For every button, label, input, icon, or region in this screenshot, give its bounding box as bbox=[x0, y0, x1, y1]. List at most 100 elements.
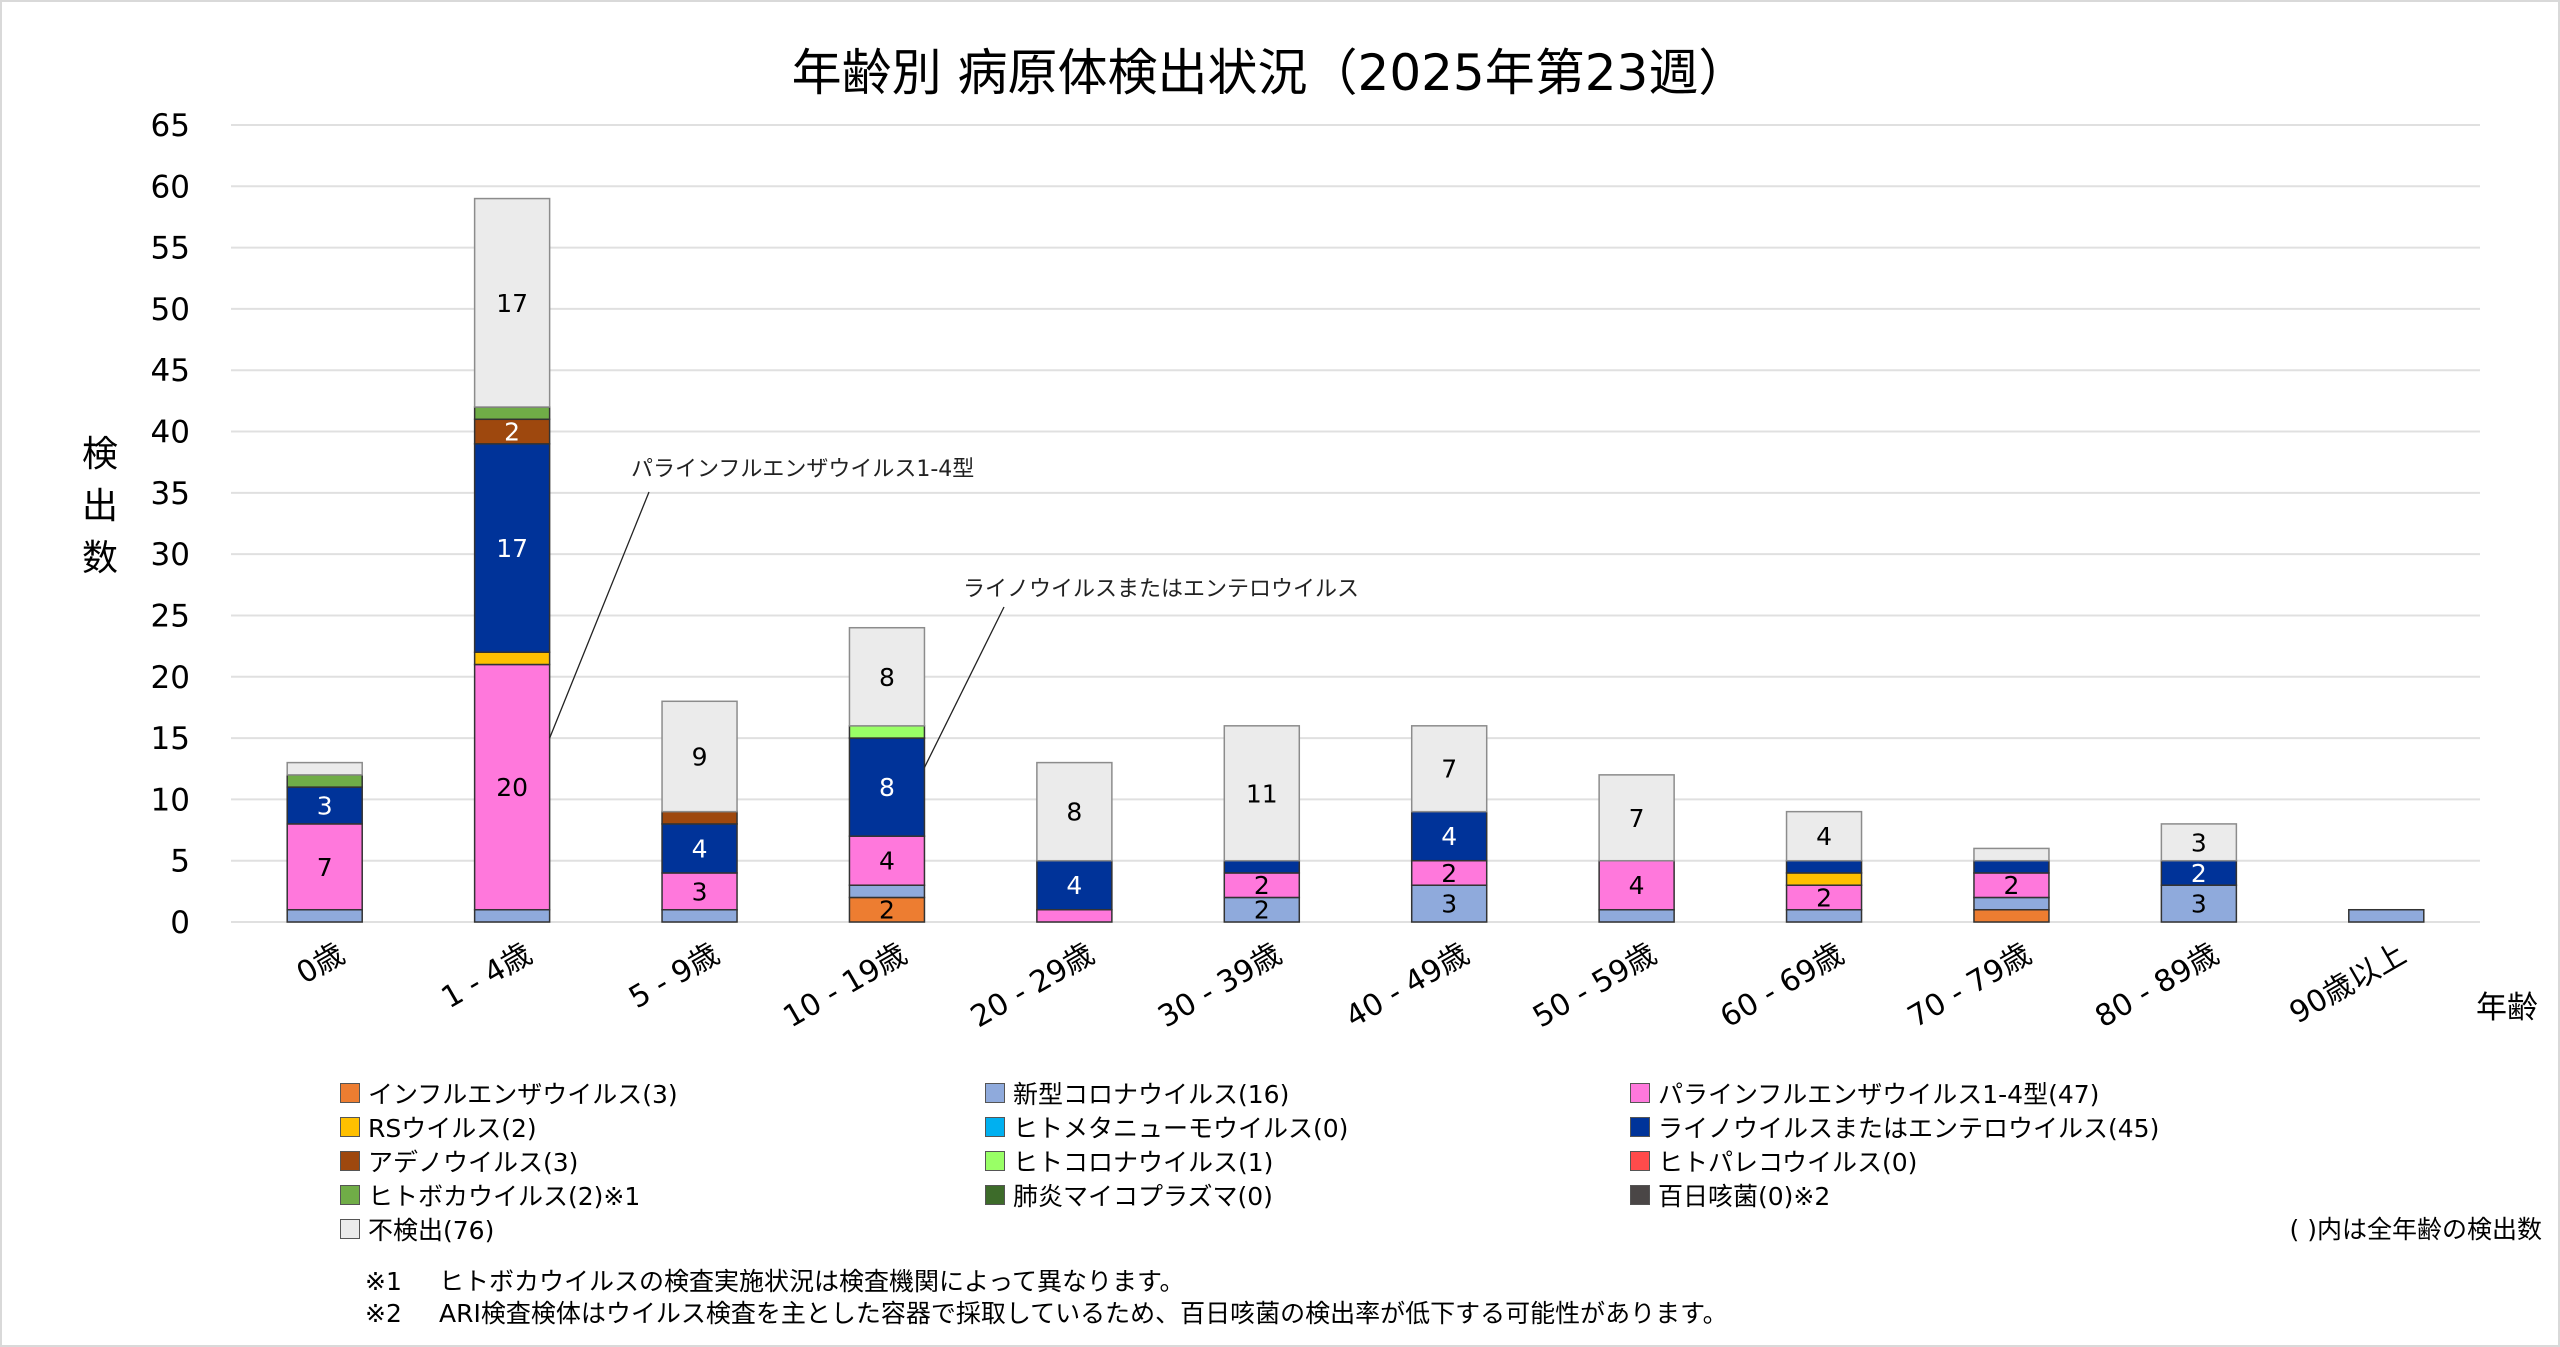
footnote-2-text: ARI検査検体はウイルス検査を主とした容器で採取しているため、百日咳菌の検出率が… bbox=[439, 1299, 1728, 1328]
x-axis-ticks: 0歳 1 - 4歳 5 - 9歳 10 - 19歳 20 - 29歳 30 - 39歳 40… bbox=[291, 937, 2413, 1035]
footnote-2-mark: ※2 bbox=[365, 1299, 402, 1328]
data-label: 3 bbox=[1441, 890, 1457, 919]
legend-swatch bbox=[1630, 1151, 1650, 1171]
data-label: 4 bbox=[1441, 822, 1457, 851]
y-tick-label: 35 bbox=[151, 476, 190, 512]
annotation-label: パラインフルエンザウイルス1-4型 bbox=[631, 457, 974, 482]
y-tick-label: 45 bbox=[151, 353, 190, 389]
footnote-1: ※1 ヒトボカウイルスの検査実施状況は検査機関によって異なります。 bbox=[365, 1262, 1185, 1298]
legend-item[interactable]: パラインフルエンザウイルス1-4型(47) bbox=[1630, 1075, 2099, 1111]
legend-label: ヒトボカウイルス(2)※1 bbox=[368, 1182, 641, 1211]
legend-item[interactable]: ライノウイルスまたはエンテロウイルス(45) bbox=[1630, 1109, 2159, 1145]
legend-swatch bbox=[340, 1219, 360, 1239]
bar-segment bbox=[286, 786, 363, 825]
legend-item[interactable]: 百日咳菌(0)※2 bbox=[1630, 1177, 1830, 1213]
bar-segment bbox=[473, 651, 551, 666]
x-tick-label: 70 - 79歳 bbox=[1902, 937, 2037, 1035]
data-label: 4 bbox=[1066, 871, 1082, 900]
legend-label: ヒトパレコウイルス(0) bbox=[1658, 1148, 1918, 1177]
legend-item[interactable]: アデノウイルス(3) bbox=[340, 1143, 578, 1179]
data-label: 8 bbox=[879, 773, 895, 802]
data-label: 2 bbox=[1816, 883, 1832, 912]
bar-segment bbox=[1223, 872, 1301, 899]
legend-item[interactable]: ヒトメタニューモウイルス(0) bbox=[985, 1109, 1348, 1145]
bar-segment bbox=[661, 872, 738, 911]
bar-segment bbox=[1785, 884, 1863, 911]
chart-title: 年齢別 病原体検出状況（2025年第23週） bbox=[792, 44, 1749, 102]
y-axis-title: 検出数 bbox=[82, 434, 118, 579]
bar-segment bbox=[848, 737, 926, 837]
data-label: 4 bbox=[1816, 822, 1832, 851]
x-tick-label: 5 - 9歳 bbox=[623, 937, 725, 1016]
y-tick-label: 40 bbox=[151, 415, 190, 451]
legend-item[interactable]: ヒトボカウイルス(2)※1 bbox=[340, 1177, 640, 1213]
bar-segment bbox=[1036, 761, 1113, 862]
legend-swatch bbox=[985, 1151, 1005, 1171]
annotation-leader-line bbox=[549, 491, 650, 739]
legend-label: 百日咳菌(0)※2 bbox=[1658, 1182, 1831, 1211]
bar-segment bbox=[473, 197, 551, 408]
y-axis-title-char: 出 bbox=[82, 486, 118, 527]
bar-segment bbox=[661, 810, 738, 825]
legend-item[interactable]: ヒトコロナウイルス(1) bbox=[985, 1143, 1273, 1179]
data-label: 4 bbox=[1629, 871, 1645, 900]
x-tick-label: 1 - 4歳 bbox=[436, 937, 538, 1016]
y-tick-label: 20 bbox=[151, 660, 190, 696]
x-tick-label: 90歳以上 bbox=[2284, 937, 2413, 1031]
legend-item[interactable]: インフルエンザウイルス(3) bbox=[340, 1075, 678, 1111]
legend-swatch bbox=[1630, 1185, 1650, 1205]
legend-item[interactable]: 不検出(76) bbox=[340, 1211, 494, 1247]
footnote-1-mark: ※1 bbox=[365, 1267, 402, 1296]
y-tick-label: 60 bbox=[151, 169, 190, 205]
bar-segment bbox=[1598, 908, 1675, 923]
legend-swatch bbox=[985, 1185, 1005, 1205]
y-axis-ticks: 0 5 10 15 20 25 30 35 40 45 50 55 60 65 bbox=[151, 108, 190, 941]
bar-segment bbox=[2160, 823, 2238, 862]
bar-segment bbox=[661, 823, 738, 874]
legend-item[interactable]: RSウイルス(2) bbox=[340, 1109, 537, 1145]
data-label: 4 bbox=[692, 834, 708, 863]
bar-segment bbox=[2348, 908, 2425, 923]
legend-item[interactable]: 新型コロナウイルス(16) bbox=[985, 1075, 1289, 1111]
bar-segment bbox=[848, 725, 926, 739]
x-tick-label: 10 - 19歳 bbox=[777, 937, 912, 1035]
bar-segment bbox=[848, 626, 926, 727]
legend-item[interactable]: ヒトパレコウイルス(0) bbox=[1630, 1143, 1917, 1179]
y-tick-label: 55 bbox=[151, 231, 190, 267]
bar-segment bbox=[1410, 725, 1488, 813]
legend-swatch bbox=[340, 1185, 360, 1205]
bar-segment bbox=[1973, 908, 2050, 923]
bars bbox=[286, 197, 2425, 923]
legend-swatch bbox=[1630, 1117, 1650, 1137]
bar-segment bbox=[1785, 810, 1863, 862]
data-label: 7 bbox=[1629, 804, 1645, 833]
bar-segment bbox=[473, 908, 551, 923]
bar-segment bbox=[1598, 774, 1675, 862]
data-label: 2 bbox=[2191, 859, 2207, 888]
data-label: 8 bbox=[1066, 798, 1082, 827]
legend-item[interactable]: 肺炎マイコプラズマ(0) bbox=[985, 1177, 1273, 1213]
data-label: 2 bbox=[504, 418, 520, 447]
bar-segment bbox=[1785, 859, 1863, 874]
data-label: 3 bbox=[692, 877, 708, 906]
bar-segment bbox=[286, 823, 363, 911]
bar-segment bbox=[1973, 872, 2050, 899]
legend-label: アデノウイルス(3) bbox=[368, 1148, 579, 1177]
footnote-2: ※2 ARI検査検体はウイルス検査を主とした容器で採取しているため、百日咳菌の検出… bbox=[365, 1294, 1728, 1330]
legend-label: 新型コロナウイルス(16) bbox=[1013, 1080, 1290, 1109]
bar-segment bbox=[1036, 859, 1113, 911]
x-tick-label: 60 - 69歳 bbox=[1715, 937, 1850, 1035]
legend-swatch bbox=[340, 1151, 360, 1171]
stacked-bar-chart: 年齢別 病原体検出状況（2025年第23週） 0 5 10 15 20 25 30 35 40 4… bbox=[82, 44, 2538, 1035]
data-label: 17 bbox=[496, 289, 528, 318]
legend-label: ライノウイルスまたはエンテロウイルス(45) bbox=[1658, 1114, 2160, 1143]
y-axis-title-char: 検 bbox=[82, 434, 118, 475]
annotation-label: ライノウイルスまたはエンテロウイルス bbox=[963, 577, 1359, 602]
bar-segment bbox=[1223, 725, 1301, 862]
legend-label: RSウイルス(2) bbox=[368, 1114, 537, 1143]
y-tick-label: 25 bbox=[151, 598, 190, 634]
legend-label: ヒトメタニューモウイルス(0) bbox=[1013, 1114, 1349, 1143]
